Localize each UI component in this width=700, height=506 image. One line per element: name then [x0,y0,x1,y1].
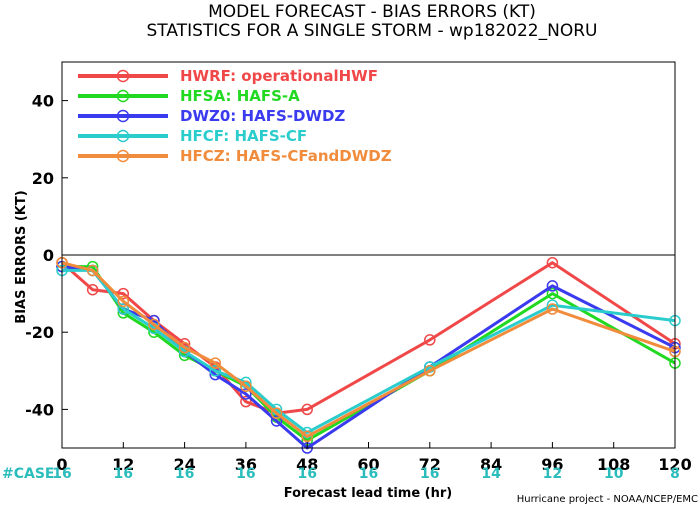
data-point [270,407,283,420]
data-point [240,380,252,392]
legend-swatch-marker [116,149,130,163]
series-line [56,260,681,454]
case-count: 16 [114,466,133,482]
legend-swatch-marker [116,129,130,143]
data-point [86,283,99,296]
x-tick-label: 108 [597,455,630,474]
series-line [56,264,681,439]
legend-entry: HFSA: HAFS-A [180,87,300,105]
x-tick-label: 84 [480,455,502,474]
data-point [301,403,313,416]
x-tick-label: 48 [296,455,318,474]
case-label: #CASE [2,466,55,482]
data-point [240,388,252,400]
legend: HWRF: operationalHWF HFSA: HAFS-A DWZ0: HA… [78,67,392,165]
data-point [86,264,99,277]
case-count: 16 [175,466,194,482]
y-axis-ticks: -40 -20 0 20 40 [25,92,68,419]
series-lines [56,256,681,454]
data-point [209,365,221,377]
data-point [117,295,130,308]
x-tick-label: 60 [357,455,379,474]
y-tick-label: 40 [32,92,54,111]
y-tick-label: -20 [25,323,54,342]
legend-entry: HFCZ: HAFS-CFandDWDZ [180,147,392,165]
x-tick-label: 24 [173,455,195,474]
case-count: 16 [297,466,316,482]
case-count: 12 [543,466,562,482]
x-axis-ticks: 0 12 24 36 48 60 72 84 96 108 120 [56,442,692,474]
data-point [424,365,436,377]
data-point [117,287,130,300]
y-tick-label: -40 [25,400,54,419]
x-tick-label: 36 [235,455,257,474]
y-tick-label: 0 [43,246,54,265]
case-count: 10 [604,466,624,482]
series-line [56,260,681,447]
case-count: 8 [670,466,680,482]
case-counts: 16 16 16 16 16 16 16 14 12 10 8 [52,466,680,482]
data-point [301,430,313,443]
data-point [424,334,436,346]
x-tick-label: 96 [541,455,563,474]
data-point [546,303,559,315]
data-point [178,341,191,354]
case-count: 14 [481,466,501,482]
case-count: 16 [420,466,439,482]
legend-swatch-marker [116,109,130,123]
series-path [61,265,676,450]
legend-entry: DWZ0: HAFS-DWDZ [180,107,345,125]
chart-title: MODEL FORECAST - BIAS ERRORS (KT) [208,2,536,22]
x-tick-label: 120 [658,455,691,474]
data-point [546,256,559,269]
legend-swatch-marker [116,89,130,103]
data-point [209,357,221,369]
data-point [117,303,130,315]
case-count: 16 [52,466,71,482]
y-axis-label: BIAS ERRORS (KT) [14,190,29,323]
legend-entry: HWRF: operationalHWF [180,67,378,85]
data-point [546,280,559,292]
case-count: 16 [359,466,378,482]
legend-swatch-marker [116,69,130,83]
series-path [61,261,676,415]
series-line [56,256,681,420]
case-count: 16 [236,466,255,482]
x-axis-label: Forecast lead time (hr) [284,486,452,501]
legend-entry: HFCF: HAFS-CF [180,127,307,145]
data-point [240,395,252,408]
series-path [61,261,676,438]
data-point [148,318,160,331]
data-point [270,415,283,427]
credit-text: Hurricane project - NOAA/NCEP/EMC [517,494,698,505]
data-point [546,287,559,300]
y-tick-label: 20 [32,169,54,188]
x-tick-label: 0 [56,455,67,474]
series-path [62,265,676,442]
x-tick-label: 12 [112,455,134,474]
x-tick-label: 72 [419,455,441,474]
chart-subtitle: STATISTICS FOR A SINGLE STORM - wp182022… [147,21,598,41]
